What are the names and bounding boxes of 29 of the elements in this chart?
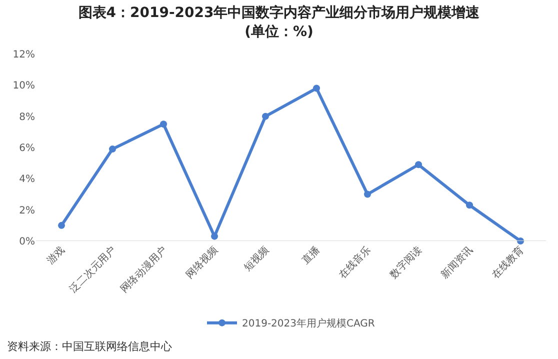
point	[313, 84, 320, 92]
point	[109, 146, 116, 153]
point	[415, 161, 422, 168]
x-tick-label: 泛二次元用户	[67, 244, 118, 296]
point	[160, 120, 167, 128]
y-tick-label: 0%	[19, 236, 35, 248]
text: 资料来源：中国互联网络信息中心	[7, 340, 172, 353]
point	[58, 222, 65, 229]
x-tick-label: 网络动漫用户	[118, 244, 170, 296]
x-tick-label: 数字阅读	[387, 244, 424, 281]
y-tick-label: 10%	[12, 80, 35, 92]
chart-title: 图表4：2019-2023年中国数字内容产业细分市场用户规模增速(单位：%)	[77, 4, 481, 42]
y-tick-label: 4%	[19, 174, 35, 186]
point	[262, 112, 269, 120]
x-tick-label: 直播	[300, 244, 322, 267]
x-tick-label: 在线教育	[489, 244, 526, 281]
x-tick-label: 游戏	[44, 244, 68, 267]
y-tick-label: 2%	[19, 205, 35, 216]
y-tick-label: 12%	[12, 50, 35, 60]
x-tick-label: 网络视频	[183, 244, 220, 281]
point	[517, 238, 524, 244]
x-tick-label: 新闻资讯	[438, 244, 476, 281]
legend-label: 2019-2023年用户规模CAGR	[242, 318, 375, 330]
x-tick-label: 短视频	[241, 244, 272, 274]
y-tick-label: 6%	[19, 143, 35, 154]
y-tick-label: 8%	[19, 112, 35, 123]
x-tick-label: 在线音乐	[336, 244, 374, 281]
point	[364, 190, 371, 198]
point	[466, 202, 473, 209]
